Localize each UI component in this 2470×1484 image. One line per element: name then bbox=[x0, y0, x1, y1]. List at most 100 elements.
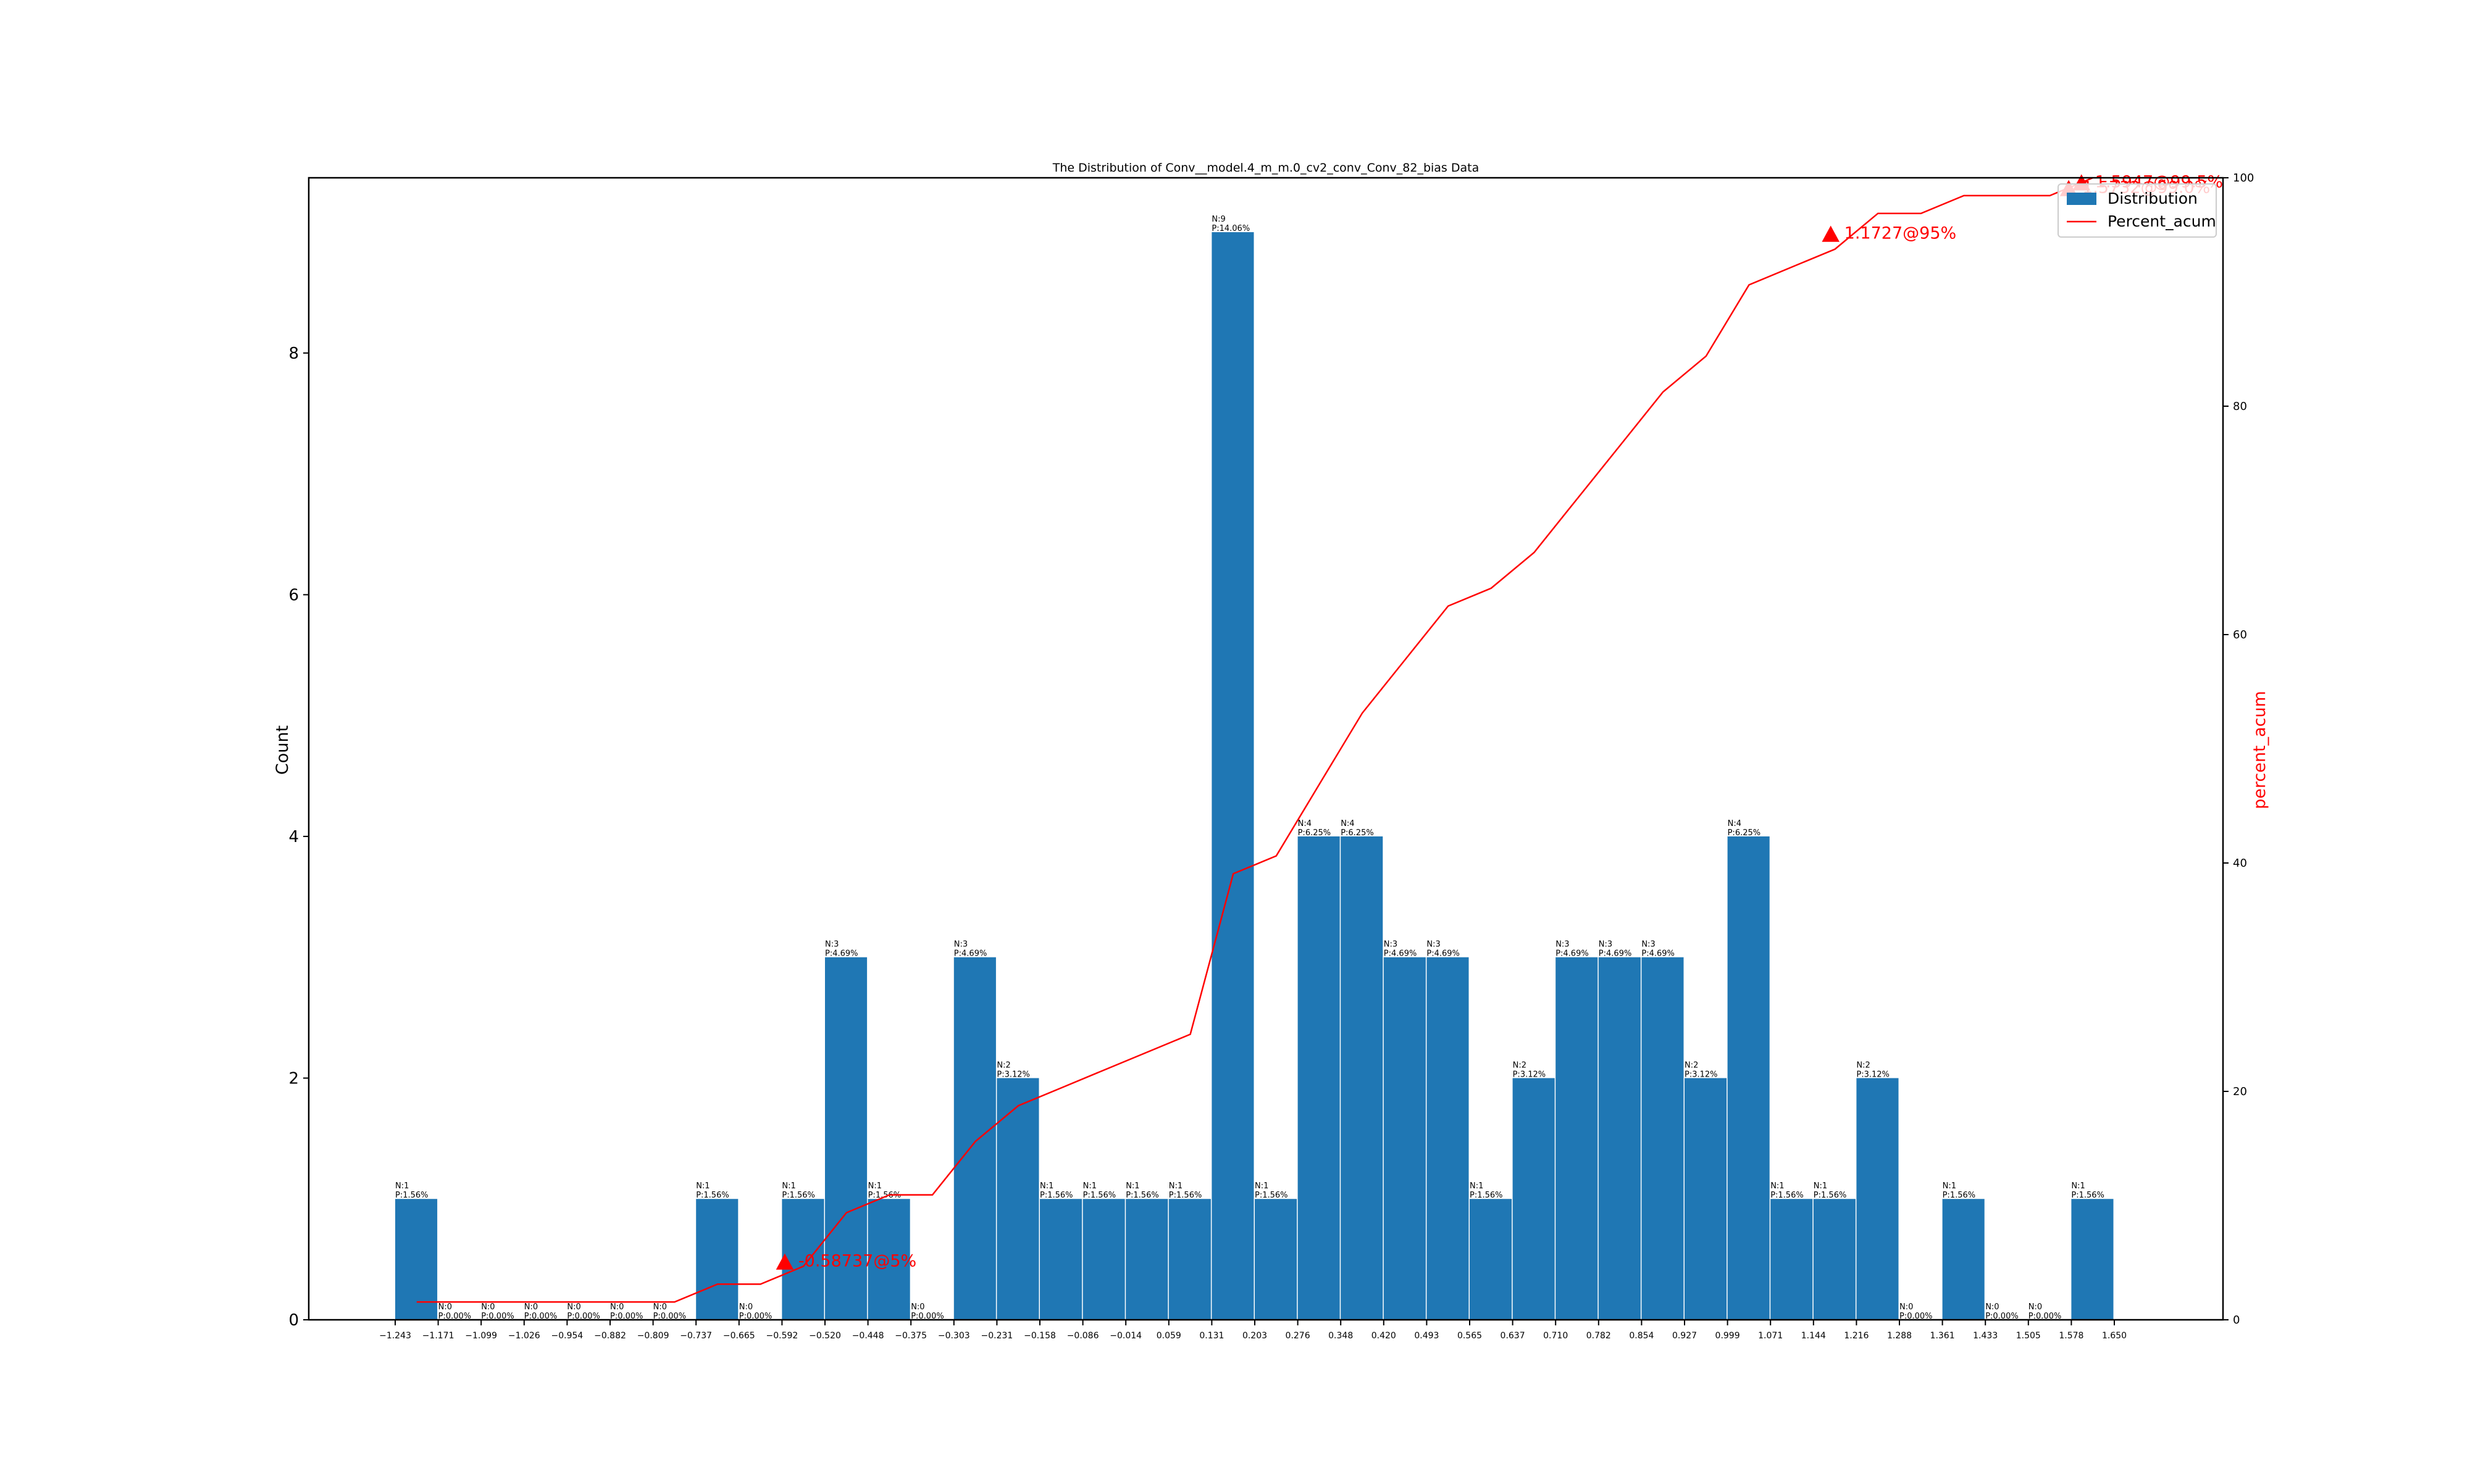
bar-label-count: N:0 bbox=[1899, 1303, 1913, 1312]
percentile-marker-label: 1.1727@95% bbox=[1844, 224, 1957, 243]
bar-label-count: N:1 bbox=[696, 1182, 710, 1191]
legend-swatch-distribution bbox=[2067, 193, 2096, 205]
bars-group bbox=[395, 232, 2114, 1320]
bar-label-count: N:1 bbox=[1126, 1182, 1139, 1191]
x-tick-label: 0.637 bbox=[1501, 1331, 1525, 1341]
x-tick-label: −1.171 bbox=[422, 1331, 454, 1341]
bar-label-count: N:1 bbox=[1040, 1182, 1053, 1191]
bar-label-percent: P:3.12% bbox=[997, 1070, 1030, 1079]
bar-label-percent: P:14.06% bbox=[1212, 224, 1250, 233]
bar-label-count: N:0 bbox=[567, 1303, 580, 1312]
bar-labels-group: N:1P:1.56%N:0P:0.00%N:0P:0.00%N:0P:0.00%… bbox=[395, 215, 2104, 1321]
histogram-bar bbox=[1126, 1199, 1168, 1320]
histogram-bar bbox=[696, 1199, 739, 1320]
bar-label-percent: P:0.00% bbox=[1899, 1312, 1933, 1321]
y-axis-label: Count bbox=[273, 725, 292, 775]
y2-tick-label: 100 bbox=[2233, 172, 2254, 185]
y2-tick-label: 80 bbox=[2233, 400, 2247, 413]
bar-label-percent: P:3.12% bbox=[1856, 1070, 1890, 1079]
bar-label-count: N:3 bbox=[954, 940, 968, 949]
bar-label-count: N:3 bbox=[1426, 940, 1440, 949]
histogram-bar bbox=[1813, 1199, 1856, 1320]
bar-label-percent: P:1.56% bbox=[1770, 1191, 1804, 1200]
percentile-marker bbox=[776, 1253, 794, 1270]
y2-axis: 0 20 40 60 80 100 bbox=[2223, 172, 2254, 1327]
bar-label-percent: P:4.69% bbox=[1641, 949, 1675, 959]
bar-label-count: N:1 bbox=[1255, 1182, 1268, 1191]
bar-label-count: N:1 bbox=[1943, 1182, 1956, 1191]
x-tick-label: −0.014 bbox=[1110, 1331, 1142, 1341]
legend-label-distribution: Distribution bbox=[2108, 190, 2198, 207]
x-tick-label: 1.216 bbox=[1844, 1331, 1869, 1341]
x-tick-label: −0.665 bbox=[723, 1331, 755, 1341]
x-tick-label: −0.303 bbox=[938, 1331, 970, 1341]
x-tick-label: −0.737 bbox=[680, 1331, 712, 1341]
bar-label-percent: P:0.00% bbox=[653, 1312, 687, 1321]
x-tick-label: 1.288 bbox=[1887, 1331, 1912, 1341]
bar-label-count: N:0 bbox=[610, 1303, 624, 1312]
y2-tick-label: 60 bbox=[2233, 628, 2247, 641]
y2-tick-label: 0 bbox=[2233, 1314, 2240, 1327]
y-tick-label: 2 bbox=[288, 1069, 299, 1088]
bar-label-percent: P:1.56% bbox=[1126, 1191, 1159, 1200]
x-tick-label: −0.954 bbox=[551, 1331, 583, 1341]
bar-label-count: N:0 bbox=[653, 1303, 667, 1312]
x-tick-label: −0.231 bbox=[981, 1331, 1013, 1341]
bar-label-count: N:4 bbox=[1298, 819, 1312, 828]
bar-label-percent: P:6.25% bbox=[1728, 828, 1761, 838]
bar-label-count: N:0 bbox=[524, 1303, 538, 1312]
bar-label-percent: P:4.69% bbox=[954, 949, 987, 959]
bar-label-count: N:3 bbox=[1599, 940, 1612, 949]
bar-label-percent: P:1.56% bbox=[2071, 1191, 2104, 1200]
x-tick-label: 1.361 bbox=[1930, 1331, 1955, 1341]
bar-label-count: N:3 bbox=[825, 940, 839, 949]
bar-label-percent: P:0.00% bbox=[1985, 1312, 2019, 1321]
histogram-bar bbox=[1297, 836, 1340, 1320]
histogram-bar bbox=[1942, 1199, 1985, 1320]
bar-label-count: N:1 bbox=[395, 1182, 409, 1191]
x-tick-label: 0.782 bbox=[1586, 1331, 1611, 1341]
histogram-bar bbox=[1082, 1199, 1125, 1320]
bar-label-count: N:4 bbox=[1728, 819, 1741, 828]
legend-label-percent: Percent_acum bbox=[2108, 212, 2216, 230]
bar-label-count: N:1 bbox=[1770, 1182, 1784, 1191]
bar-label-percent: P:1.56% bbox=[1169, 1191, 1202, 1200]
bar-label-count: N:0 bbox=[911, 1303, 924, 1312]
x-tick-label: 0.276 bbox=[1286, 1331, 1310, 1341]
x-tick-label: 0.710 bbox=[1543, 1331, 1568, 1341]
x-tick-label: 0.565 bbox=[1457, 1331, 1482, 1341]
bar-label-count: N:3 bbox=[1555, 940, 1569, 949]
bar-label-count: N:1 bbox=[1083, 1182, 1097, 1191]
x-tick-label: 1.144 bbox=[1801, 1331, 1826, 1341]
histogram-bar bbox=[868, 1199, 910, 1320]
x-tick-label: 0.131 bbox=[1199, 1331, 1224, 1341]
x-tick-label: −1.243 bbox=[379, 1331, 411, 1341]
histogram-bar bbox=[1341, 836, 1383, 1320]
bar-label-count: N:2 bbox=[997, 1061, 1010, 1070]
histogram-bar bbox=[1770, 1199, 1813, 1320]
bar-label-percent: P:4.69% bbox=[1555, 949, 1589, 959]
x-tick-label: −0.592 bbox=[766, 1331, 798, 1341]
bar-label-percent: P:0.00% bbox=[524, 1312, 558, 1321]
bar-label-count: N:2 bbox=[1856, 1061, 1870, 1070]
bar-label-percent: P:4.69% bbox=[825, 949, 858, 959]
x-tick-label: 1.433 bbox=[1973, 1331, 1998, 1341]
x-tick-label: 0.854 bbox=[1629, 1331, 1654, 1341]
bar-label-count: N:3 bbox=[1384, 940, 1397, 949]
x-tick-label: 0.493 bbox=[1414, 1331, 1439, 1341]
bar-label-percent: P:0.00% bbox=[481, 1312, 514, 1321]
histogram-bar bbox=[1255, 1199, 1297, 1320]
bar-label-count: N:4 bbox=[1341, 819, 1354, 828]
bar-label-count: N:0 bbox=[739, 1303, 753, 1312]
x-axis: −1.243 −1.171 −1.099 −1.026 −0.954 −0.882 −0.8… bbox=[379, 1320, 2127, 1341]
y2-tick-label: 20 bbox=[2233, 1085, 2247, 1098]
x-tick-label: 0.999 bbox=[1715, 1331, 1740, 1341]
y-tick-label: 0 bbox=[288, 1311, 299, 1330]
histogram-bar bbox=[782, 1199, 824, 1320]
x-tick-label: 1.650 bbox=[2102, 1331, 2127, 1341]
bar-label-count: N:0 bbox=[2028, 1303, 2042, 1312]
histogram-bar bbox=[1212, 232, 1254, 1320]
histogram-bar bbox=[1426, 957, 1469, 1320]
x-tick-label: −1.026 bbox=[508, 1331, 540, 1341]
percentile-marker-label: -0.58737@5% bbox=[798, 1252, 916, 1271]
